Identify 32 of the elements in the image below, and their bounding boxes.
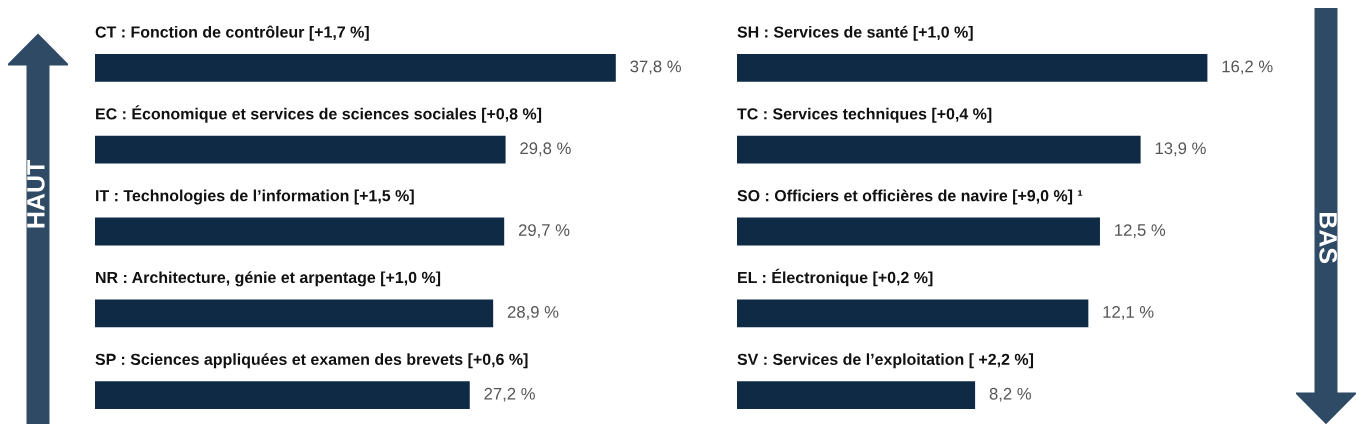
y-tick-label: EC : Économique et services de sciences sociales [+0,8 %] — [96, 105, 542, 123]
data-label: 12,1 % — [1103, 306, 1154, 320]
bar — [737, 53, 1208, 82]
data-label: 13,9 % — [1155, 142, 1206, 157]
text: BAS — [1319, 212, 1337, 264]
bar — [95, 53, 616, 82]
y-tick-label: SV : Services de l’exploitation [ +2,2 %] — [737, 353, 1034, 369]
y-tick-label: CT : Fonction de contrôleur [+1,7 %] — [95, 25, 369, 41]
data-label: 28,9 % — [507, 306, 559, 320]
bar — [95, 217, 505, 246]
data-label: 29,7 % — [518, 224, 570, 238]
bar — [737, 299, 1089, 328]
data-label: 37,8 % — [630, 60, 681, 75]
data-label: 27,2 % — [484, 387, 535, 402]
bar — [95, 135, 506, 164]
y-tick-label: SO : Officiers et officières de navire [+9,0 %] ¹ — [737, 189, 1083, 205]
y-tick-label: TC : Services techniques [+0,4 %] — [737, 107, 992, 123]
data-label: 8,2 % — [989, 387, 1032, 402]
data-label: 12,5 % — [1115, 224, 1166, 238]
bar — [737, 381, 976, 410]
y-tick-label: SH : Services de santé [+1,0 %] — [737, 25, 973, 41]
y-tick-label: SP : Sciences appliquées et examen des brevets [+0,6 %] — [95, 353, 528, 369]
bar — [737, 217, 1100, 246]
text: HAUT — [27, 159, 45, 228]
y-tick-label: IT : Technologies de l’information [+1,5 %] — [96, 189, 414, 205]
y-tick-label: NR : Architecture, génie et arpentage [+1,0 %] — [96, 271, 441, 287]
data-label: 16,2 % — [1222, 60, 1273, 75]
bar — [95, 381, 470, 410]
data-label: 29,8 % — [520, 142, 571, 157]
bar — [95, 299, 494, 328]
y-tick-label: EL : Électronique [+0,2 %] — [738, 268, 933, 287]
bar — [737, 135, 1141, 164]
